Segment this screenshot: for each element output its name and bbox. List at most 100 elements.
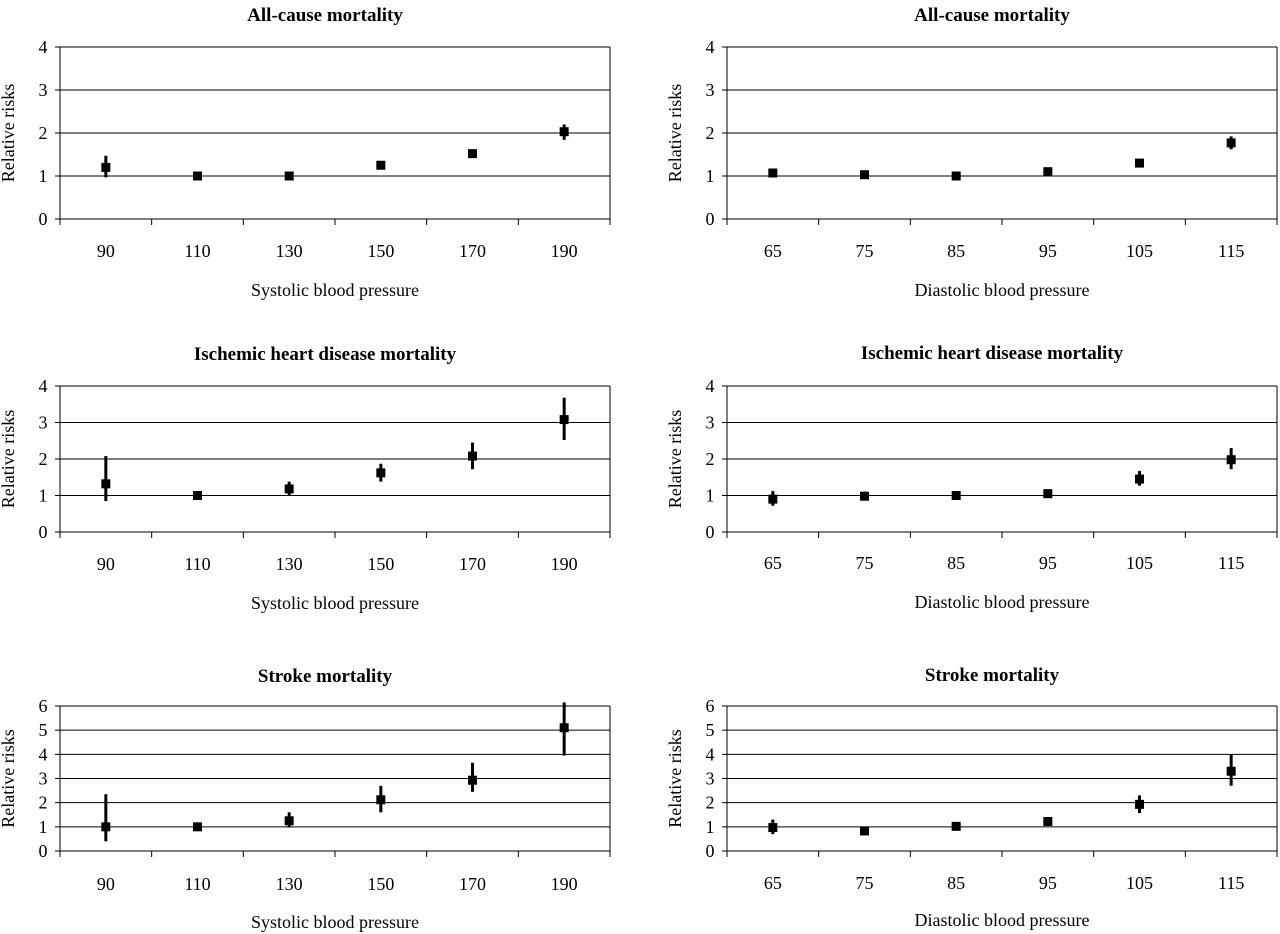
y-tick-label: 1 [39, 817, 48, 837]
x-tick-label: 75 [856, 873, 874, 893]
chart-title: All-cause mortality [247, 5, 403, 26]
data-point-marker [376, 160, 386, 170]
y-tick-label: 0 [39, 841, 48, 861]
y-tick-label: 4 [39, 744, 48, 764]
chart-title: All-cause mortality [914, 5, 1070, 26]
data-point-marker [1043, 167, 1053, 177]
y-axis-label: Relative risks [665, 84, 685, 182]
y-axis-label: Relative risks [665, 410, 685, 508]
data-point-marker [1226, 766, 1236, 776]
data-point-marker [284, 816, 294, 826]
x-tick-label: 110 [184, 241, 210, 261]
y-axis-label: Relative risks [665, 729, 685, 827]
data-point-marker [101, 822, 111, 832]
data-point-marker [1226, 138, 1236, 148]
y-tick-label: 2 [706, 123, 715, 143]
data-point-marker [951, 491, 961, 500]
x-tick-label: 65 [764, 553, 782, 573]
y-tick-label: 4 [706, 744, 715, 764]
chart-panel: 0 1 2 3 4 5 6 65 75 85 95 105 115 Stroke mortality Dia… [665, 665, 1278, 930]
data-point-marker [1135, 158, 1144, 168]
x-tick-label: 170 [459, 874, 486, 894]
y-tick-label: 4 [706, 376, 715, 396]
chart-title: Stroke mortality [258, 666, 393, 687]
data-point-marker [468, 149, 477, 159]
data-point-marker [468, 775, 477, 785]
data-point-marker [559, 415, 569, 425]
data-point-marker [468, 451, 477, 461]
x-tick-label: 75 [856, 241, 874, 261]
y-axis-label: Relative risks [0, 729, 18, 827]
data-point-marker [951, 821, 961, 831]
y-tick-label: 3 [39, 80, 48, 100]
data-point-marker [193, 822, 202, 832]
y-tick-label: 1 [706, 486, 715, 506]
data-point-marker [768, 168, 778, 178]
y-tick-label: 6 [39, 696, 48, 716]
y-tick-label: 3 [706, 769, 715, 789]
x-tick-label: 105 [1126, 873, 1153, 893]
y-tick-label: 2 [39, 449, 48, 469]
y-tick-label: 4 [39, 376, 48, 396]
x-tick-label: 110 [184, 554, 210, 574]
x-tick-label: 85 [947, 873, 965, 893]
data-point-marker [101, 479, 111, 489]
y-tick-label: 0 [706, 841, 715, 861]
x-axis-label: Diastolic blood pressure [915, 910, 1090, 930]
x-tick-label: 130 [276, 554, 303, 574]
chart-panel: 0 1 2 3 4 90 110 130 150 170 190 All-cause mortalit… [0, 5, 611, 300]
x-tick-label: 110 [184, 874, 210, 894]
y-axis-label: Relative risks [0, 84, 18, 182]
x-tick-label: 65 [764, 241, 782, 261]
data-point-marker [768, 494, 778, 504]
data-point-marker [860, 170, 869, 180]
chart-panel: 0 1 2 3 4 65 75 85 95 105 115 Ischemic heart diseas… [665, 343, 1278, 612]
y-tick-label: 5 [706, 720, 715, 740]
data-point-marker [193, 171, 202, 181]
data-point-marker [1226, 455, 1236, 465]
data-point-marker [193, 491, 202, 500]
x-axis-label: Systolic blood pressure [251, 593, 419, 613]
x-tick-label: 115 [1218, 553, 1244, 573]
y-tick-label: 6 [706, 696, 715, 716]
x-tick-label: 95 [1039, 553, 1057, 573]
y-tick-label: 2 [706, 793, 715, 813]
y-tick-label: 2 [706, 449, 715, 469]
y-tick-label: 3 [706, 413, 715, 433]
x-tick-label: 95 [1039, 241, 1057, 261]
x-tick-label: 190 [551, 554, 578, 574]
x-axis-label: Diastolic blood pressure [915, 592, 1090, 612]
x-tick-label: 150 [367, 554, 394, 574]
x-tick-label: 190 [551, 874, 578, 894]
x-tick-label: 170 [459, 554, 486, 574]
y-tick-label: 2 [39, 123, 48, 143]
x-tick-label: 105 [1126, 241, 1153, 261]
x-tick-label: 150 [367, 874, 394, 894]
data-point-marker [1043, 489, 1053, 499]
x-tick-label: 85 [947, 241, 965, 261]
x-tick-label: 105 [1126, 553, 1153, 573]
x-axis-label: Systolic blood pressure [251, 280, 419, 300]
y-axis-label: Relative risks [0, 410, 18, 508]
x-tick-label: 190 [551, 241, 578, 261]
y-tick-label: 1 [39, 486, 48, 506]
y-tick-label: 1 [39, 166, 48, 186]
y-tick-label: 0 [39, 209, 48, 229]
data-point-marker [376, 795, 386, 805]
x-tick-label: 65 [764, 873, 782, 893]
y-tick-label: 1 [706, 166, 715, 186]
y-tick-label: 3 [39, 769, 48, 789]
x-tick-label: 95 [1039, 873, 1057, 893]
y-tick-label: 0 [706, 209, 715, 229]
y-tick-label: 4 [39, 37, 48, 57]
y-tick-label: 5 [39, 720, 48, 740]
chart-panel: 0 1 2 3 4 5 6 90 110 130 150 170 190 Stroke mortality… [0, 666, 611, 932]
x-tick-label: 90 [97, 554, 115, 574]
chart-title: Ischemic heart disease mortality [194, 344, 457, 365]
x-tick-label: 75 [856, 553, 874, 573]
data-point-marker [284, 484, 294, 494]
x-axis-label: Systolic blood pressure [251, 912, 419, 932]
data-point-marker [1135, 474, 1144, 484]
data-point-marker [376, 468, 386, 478]
